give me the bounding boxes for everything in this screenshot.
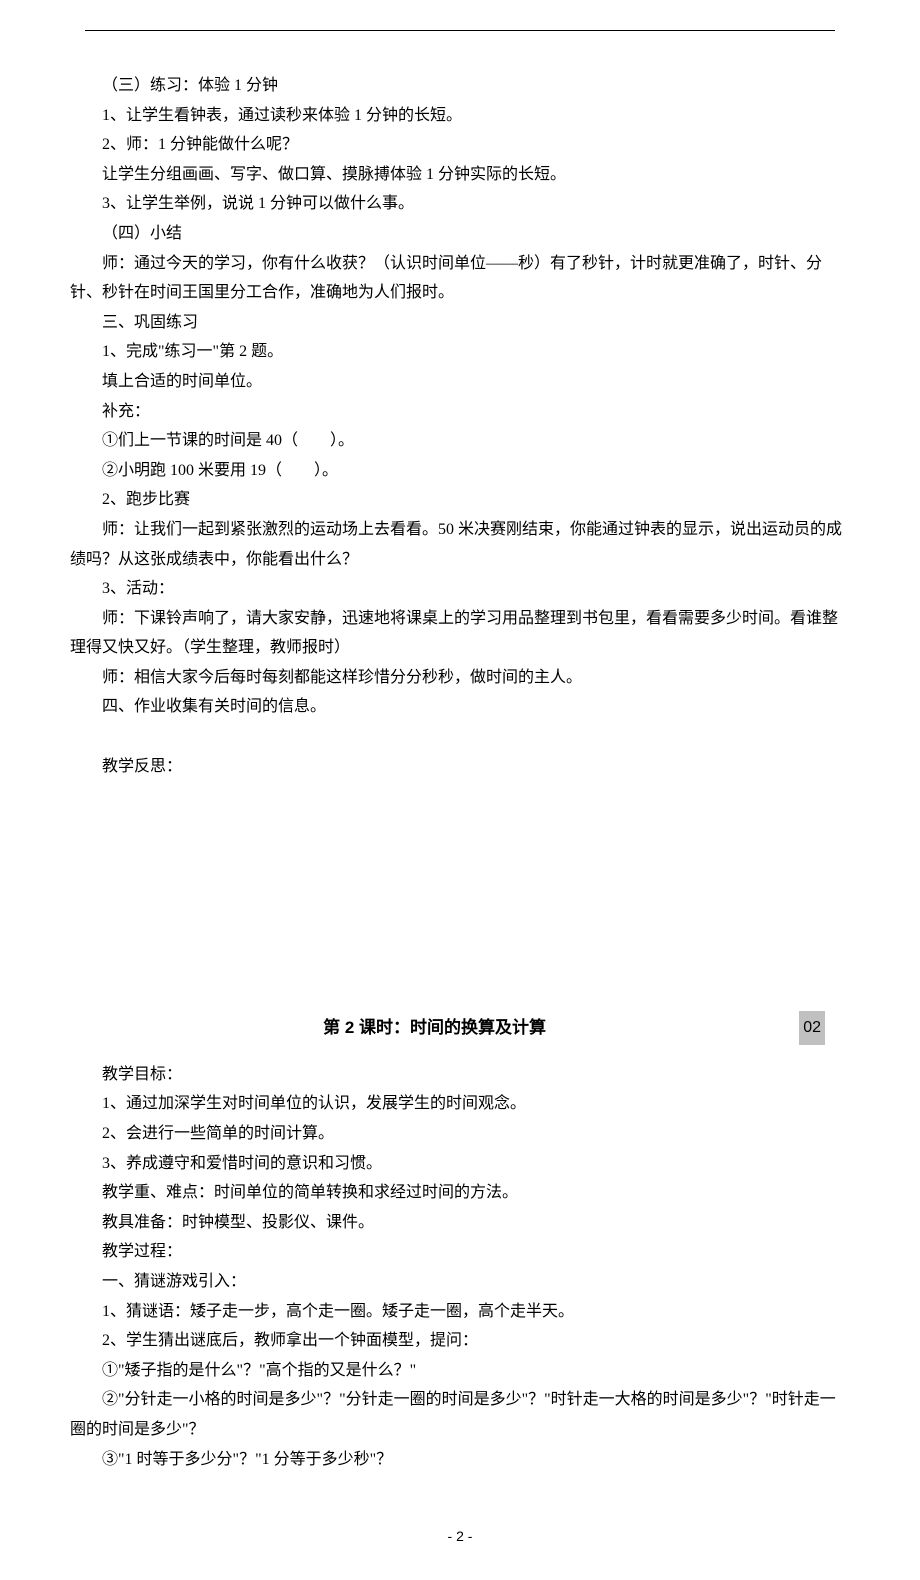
paragraph: 1、让学生看钟表，通过读秒来体验 1 分钟的长短。: [70, 101, 850, 131]
paragraph-reflection: 教学反思：: [70, 752, 850, 782]
paragraph: 2、学生猜出谜底后，教师拿出一个钟面模型，提问：: [70, 1326, 850, 1356]
paragraph: 师：让我们一起到紧张激烈的运动场上去看看。50 米决赛刚结束，你能通过钟表的显示…: [70, 515, 850, 574]
paragraph: 3、让学生举例，说说 1 分钟可以做什么事。: [70, 189, 850, 219]
paragraph: 2、会进行一些简单的时间计算。: [70, 1119, 850, 1149]
paragraph: 教学过程：: [70, 1237, 850, 1267]
paragraph: 三、巩固练习: [70, 308, 850, 338]
paragraph: 2、师：1 分钟能做什么呢？: [70, 130, 850, 160]
paragraph: ②"分针走一小格的时间是多少"？"分针走一圈的时间是多少"？"时针走一大格的时间…: [70, 1385, 850, 1444]
paragraph: ③"1 时等于多少分"？"1 分等于多少秒"？: [70, 1445, 850, 1475]
paragraph: （三）练习：体验 1 分钟: [70, 71, 850, 101]
page-number: - 2 -: [448, 1528, 473, 1544]
paragraph: 教具准备：时钟模型、投影仪、课件。: [70, 1208, 850, 1238]
paragraph: ①"矮子指的是什么"？"高个指的又是什么？": [70, 1356, 850, 1386]
paragraph: 四、作业收集有关时间的信息。: [70, 692, 850, 722]
document-content: （三）练习：体验 1 分钟 1、让学生看钟表，通过读秒来体验 1 分钟的长短。 …: [70, 71, 850, 1474]
page-footer: - 2 -: [70, 1524, 850, 1550]
lesson-header: 第 2 课时：时间的换算及计算 02: [70, 1011, 850, 1045]
paragraph: 补充：: [70, 397, 850, 427]
paragraph: 1、完成"练习一"第 2 题。: [70, 337, 850, 367]
paragraph: 师：相信大家今后每时每刻都能这样珍惜分分秒秒，做时间的主人。: [70, 663, 850, 693]
paragraph: 教学重、难点：时间单位的简单转换和求经过时间的方法。: [70, 1178, 850, 1208]
paragraph: 让学生分组画画、写字、做口算、摸脉搏体验 1 分钟实际的长短。: [70, 160, 850, 190]
lesson-title: 第 2 课时：时间的换算及计算: [70, 1012, 799, 1043]
paragraph: ①们上一节课的时间是 40（ ）。: [70, 426, 850, 456]
paragraph: 3、养成遵守和爱惜时间的意识和习惯。: [70, 1149, 850, 1179]
paragraph: 1、通过加深学生对时间单位的认识，发展学生的时间观念。: [70, 1089, 850, 1119]
paragraph: 1、猜谜语：矮子走一步，高个走一圈。矮子走一圈，高个走半天。: [70, 1297, 850, 1327]
section-spacer: [70, 781, 850, 1001]
lesson-number-badge: 02: [799, 1011, 825, 1045]
paragraph: 师：通过今天的学习，你有什么收获？（认识时间单位——秒）有了秒针，计时就更准确了…: [70, 249, 850, 308]
paragraph: （四）小结: [70, 219, 850, 249]
paragraph: 3、活动：: [70, 574, 850, 604]
paragraph: 一、猜谜游戏引入：: [70, 1267, 850, 1297]
paragraph: 教学目标：: [70, 1060, 850, 1090]
paragraph: 师：下课铃声响了，请大家安静，迅速地将课桌上的学习用品整理到书包里，看看需要多少…: [70, 604, 850, 663]
paragraph: ②小明跑 100 米要用 19（ ）。: [70, 456, 850, 486]
top-horizontal-rule: [85, 30, 835, 31]
paragraph: 填上合适的时间单位。: [70, 367, 850, 397]
paragraph: 2、跑步比赛: [70, 485, 850, 515]
